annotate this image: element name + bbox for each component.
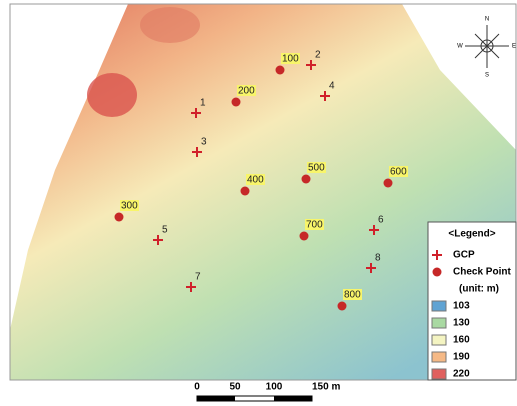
legend-unit: (unit: m) <box>459 284 499 295</box>
check-point-marker <box>300 232 309 241</box>
page: N S W E <Legend> GCP Check Point (unit: … <box>0 0 517 406</box>
scale-bar <box>197 396 312 401</box>
legend-class-label: 190 <box>453 352 470 363</box>
gcp-label: 1 <box>200 98 206 109</box>
gcp-label: 6 <box>378 215 384 226</box>
check-point-marker <box>241 187 250 196</box>
legend-swatch <box>432 369 446 379</box>
legend-title: <Legend> <box>448 229 495 240</box>
check-point-label: 500 <box>308 163 325 174</box>
legend-gcp: GCP <box>453 250 475 261</box>
check-point-label: 200 <box>238 86 255 97</box>
compass <box>465 25 509 68</box>
legend-class-label: 103 <box>453 301 470 312</box>
compass-e: E <box>512 44 516 50</box>
high-area <box>87 73 137 117</box>
gcp-label: 8 <box>375 253 381 264</box>
legend-check-symbol <box>433 268 442 277</box>
scale-label: 0 <box>194 382 200 393</box>
check-point-label: 700 <box>306 220 323 231</box>
check-point-label: 800 <box>344 290 361 301</box>
gcp-label: 4 <box>329 81 335 92</box>
check-point-marker <box>115 213 124 222</box>
check-point-label: 300 <box>121 201 138 212</box>
legend-check-point: Check Point <box>453 267 511 278</box>
legend-swatch <box>432 301 446 311</box>
scale-label: 50 <box>229 382 241 393</box>
legend-swatch <box>432 352 446 362</box>
scale-label: 100 <box>266 382 283 393</box>
check-point-label: 100 <box>282 54 299 65</box>
gcp-label: 5 <box>162 225 168 236</box>
check-point-marker <box>302 175 311 184</box>
gcp-label: 2 <box>315 50 321 61</box>
compass-s: S <box>485 73 489 79</box>
legend-class-label: 220 <box>453 369 470 380</box>
compass-n: N <box>485 17 489 23</box>
gcp-label: 7 <box>195 272 201 283</box>
check-point-marker <box>384 179 393 188</box>
check-point-marker <box>338 302 347 311</box>
check-point-label: 600 <box>390 167 407 178</box>
legend-swatch <box>432 335 446 345</box>
check-point-marker <box>232 98 241 107</box>
legend-class-label: 160 <box>453 335 470 346</box>
scale-label: 150 m <box>312 382 340 393</box>
high-area <box>140 7 200 43</box>
gcp-label: 3 <box>201 137 207 148</box>
check-point-label: 400 <box>247 175 264 186</box>
check-point-marker <box>276 66 285 75</box>
legend-class-label: 130 <box>453 318 470 329</box>
legend-swatch <box>432 318 446 328</box>
compass-w: W <box>457 44 463 50</box>
map: N S W E <Legend> GCP Check Point (unit: … <box>0 0 517 406</box>
